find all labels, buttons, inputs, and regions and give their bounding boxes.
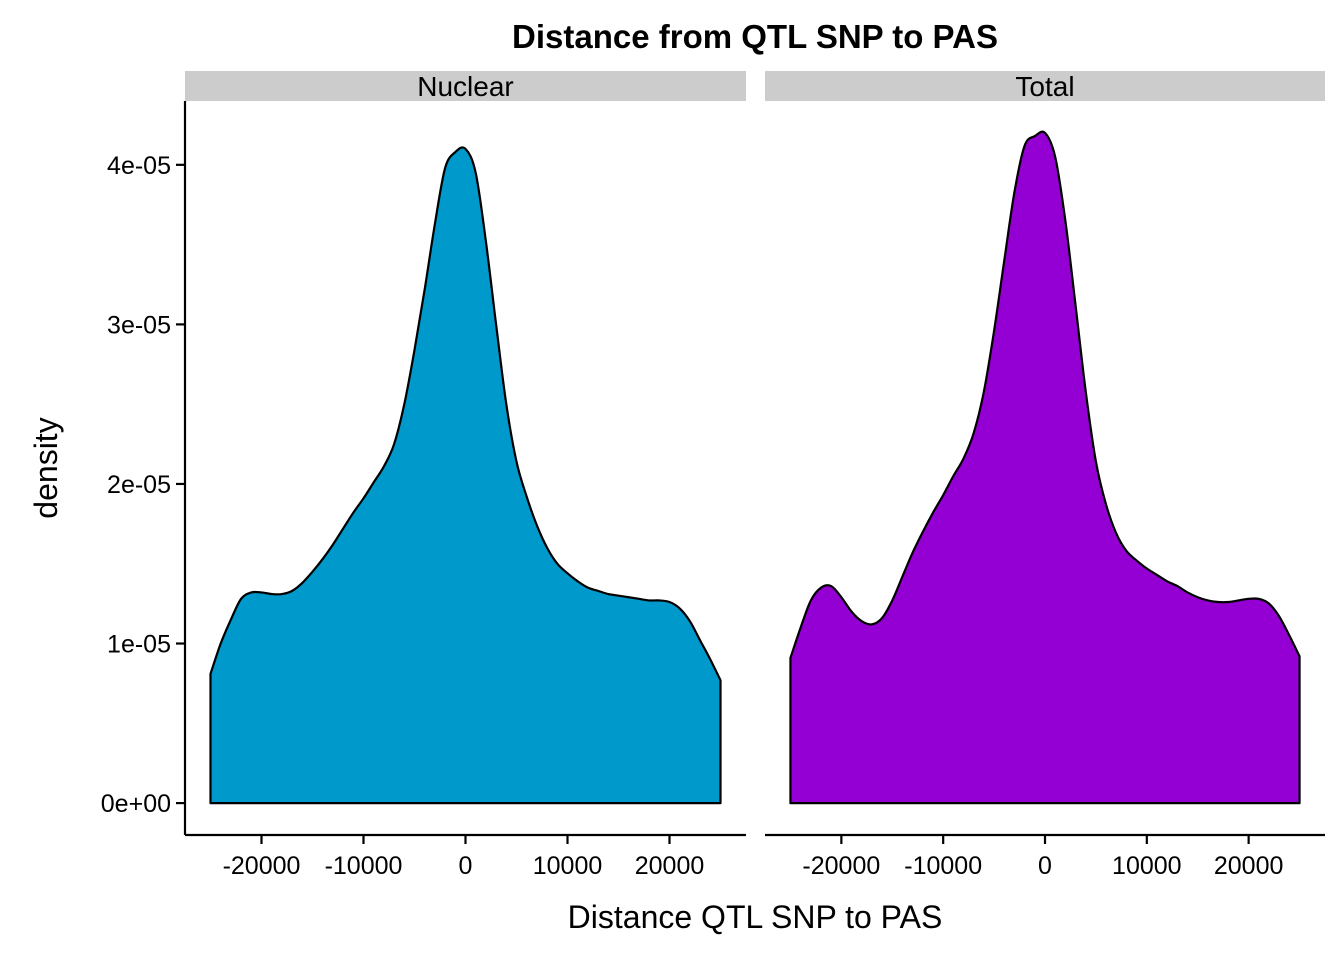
x-tick-label: 10000: [1112, 852, 1182, 880]
x-tick-label: -20000: [802, 852, 880, 880]
x-tick-label: -10000: [325, 852, 403, 880]
x-tick-label: 10000: [533, 852, 603, 880]
y-tick-label: 3e-05: [107, 311, 171, 339]
y-tick-label: 4e-05: [107, 152, 171, 180]
facet-strip-label: Nuclear: [417, 71, 513, 102]
y-axis-title: density: [28, 417, 64, 518]
x-tick-label: 0: [459, 852, 473, 880]
facet-strip-background: [765, 71, 1325, 101]
facet-panel-nuclear: Nuclear -20000 -10000 0 10000 20000: [185, 71, 746, 880]
facet-strip-label: Total: [1015, 71, 1074, 102]
y-tick-label: 0e+00: [101, 790, 171, 818]
x-tick-label: 20000: [635, 852, 705, 880]
x-tick-label: -20000: [223, 852, 301, 880]
x-axis-title: Distance QTL SNP to PAS: [568, 899, 943, 935]
facet-strip-background: [185, 71, 746, 101]
chart-title: Distance from QTL SNP to PAS: [512, 18, 998, 55]
density-area-total: [789, 130, 1301, 805]
y-tick-label: 1e-05: [107, 631, 171, 659]
y-axis: 0e+00 1e-05 2e-05 3e-05 4e-05: [101, 101, 187, 835]
x-tick-label: -10000: [904, 852, 982, 880]
facet-panel-total: Total -20000 -10000 0 10000 20000: [765, 71, 1325, 880]
x-tick-label: 20000: [1214, 852, 1284, 880]
x-tick-label: 0: [1038, 852, 1052, 880]
facet-panels: Nuclear -20000 -10000 0 10000 20000 Total -2000…: [185, 71, 1325, 880]
y-tick-label: 2e-05: [107, 471, 171, 499]
density-area-nuclear: [209, 146, 722, 805]
